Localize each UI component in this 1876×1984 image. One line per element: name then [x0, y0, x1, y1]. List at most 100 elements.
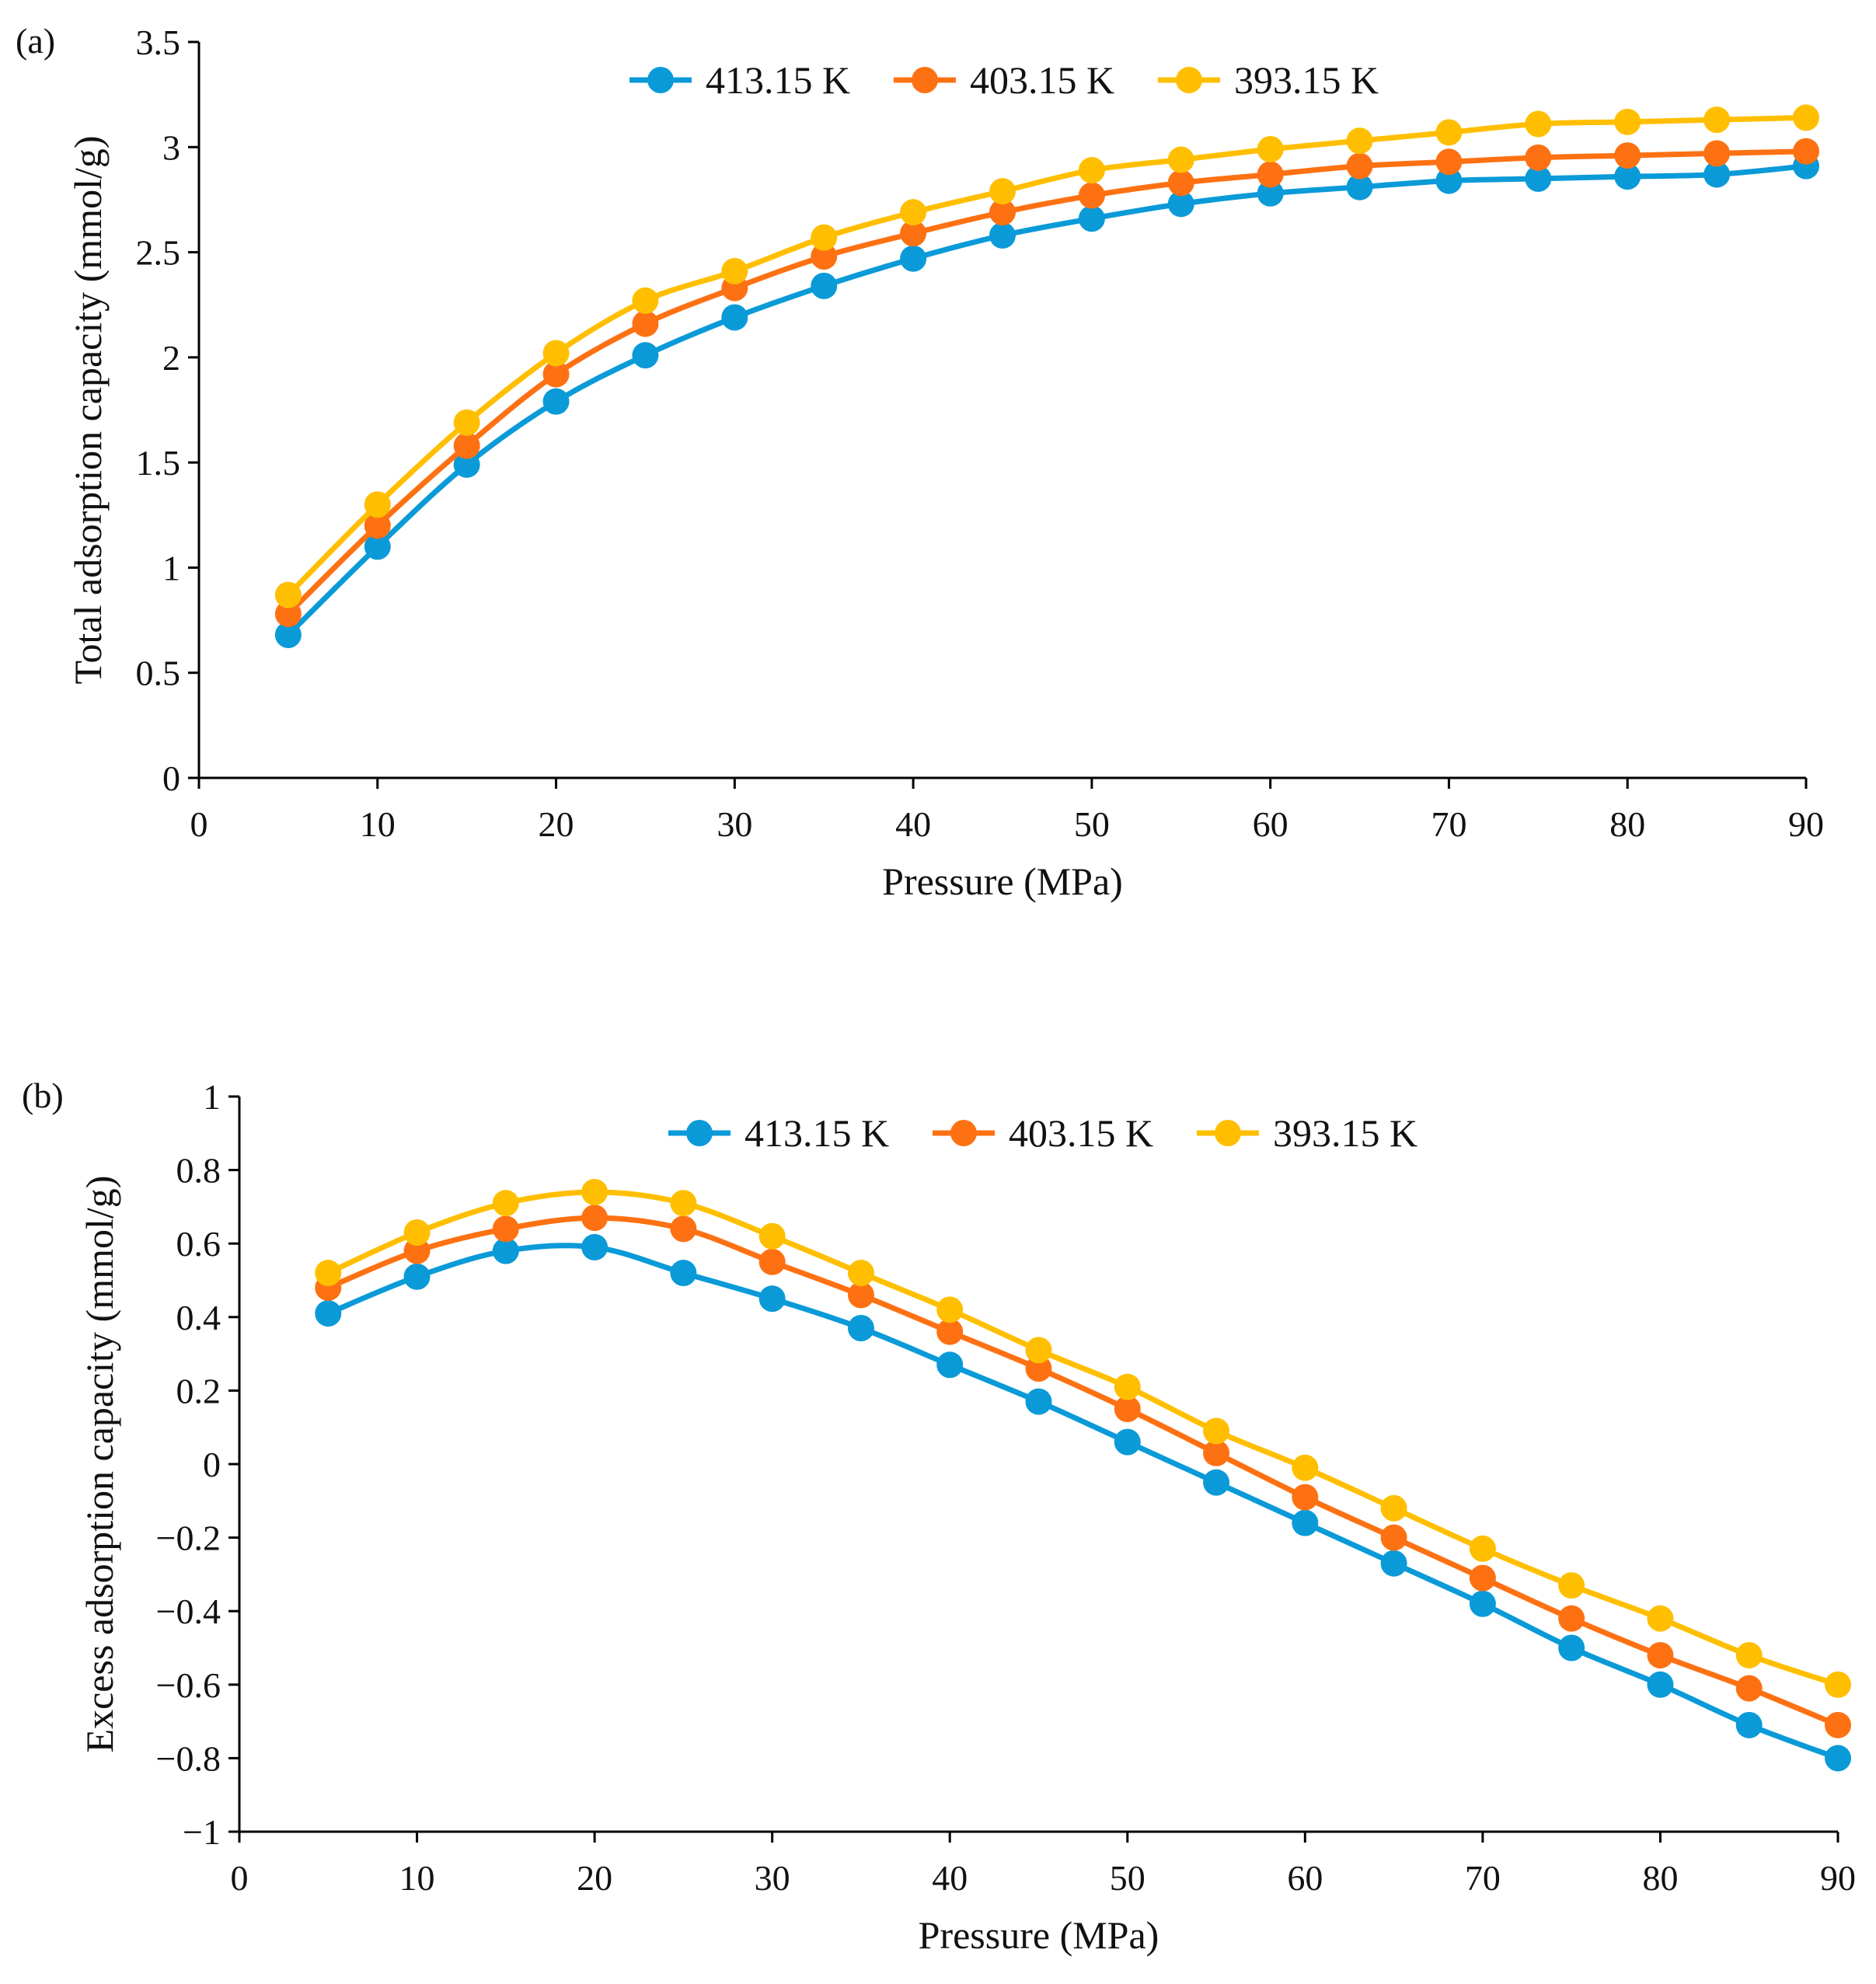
data-point [900, 199, 927, 226]
data-point [1114, 1396, 1141, 1423]
legend: 413.15 K 403.15 K 393.15 K [668, 1111, 1417, 1155]
x-tick-label: 0 [231, 1858, 249, 1898]
x-tick-label: 40 [895, 804, 931, 844]
data-point [900, 220, 927, 247]
x-axis-label: Pressure (MPa) [882, 860, 1123, 903]
data-point [936, 1318, 964, 1345]
y-tick-label: 2.5 [136, 233, 181, 273]
x-tick-label: 30 [717, 804, 752, 844]
data-point [1346, 127, 1373, 155]
data-point [1025, 1355, 1052, 1383]
legend-marker [686, 1120, 713, 1146]
y-axis-label: Excess adsorption capacity (mmol/g) [78, 1176, 121, 1753]
data-point [1614, 108, 1641, 135]
y-axis-label: Total adsorption capacity (mmol/g) [66, 135, 110, 684]
y-tick-label: 0.8 [176, 1151, 221, 1191]
data-point [1380, 1494, 1407, 1522]
data-point [1257, 135, 1284, 162]
panel-label: (b) [22, 1076, 64, 1115]
legend-label: 403.15 K [970, 58, 1114, 102]
x-tick-label: 60 [1253, 804, 1288, 844]
data-point [721, 304, 748, 331]
data-point [542, 361, 570, 388]
data-point [936, 1296, 964, 1323]
data-point [1167, 146, 1194, 173]
data-point [542, 340, 570, 367]
data-point [492, 1215, 519, 1243]
data-point [1203, 1439, 1230, 1466]
data-point [364, 533, 391, 560]
y-tick-label: −0.6 [156, 1665, 221, 1705]
legend-label: 393.15 K [1234, 58, 1379, 102]
legend-label: 393.15 K [1273, 1111, 1417, 1155]
data-point [1647, 1605, 1674, 1632]
data-point [1825, 1671, 1851, 1698]
legend-marker [1176, 67, 1202, 93]
series-line [286, 163, 1807, 637]
data-point [1825, 1711, 1851, 1738]
data-point [581, 1233, 608, 1260]
x-tick-label: 10 [360, 804, 396, 844]
data-point [1435, 119, 1463, 146]
data-point [1257, 161, 1284, 188]
series-393-15-K [274, 104, 1819, 608]
y-tick-label: 0.2 [176, 1371, 221, 1410]
data-point [721, 257, 748, 284]
data-point [1257, 180, 1284, 207]
series-393-15-K [315, 1178, 1851, 1698]
x-tick-label: 40 [932, 1858, 968, 1898]
series-413-15-K [274, 152, 1819, 649]
series-line [326, 1243, 1839, 1761]
legend-marker [1215, 1120, 1241, 1146]
x-tick-label: 20 [539, 804, 574, 844]
x-tick-label: 60 [1287, 1858, 1323, 1898]
panel-label: (a) [16, 21, 55, 61]
x-tick-label: 90 [1820, 1858, 1856, 1898]
data-point [364, 512, 391, 539]
data-point [1793, 104, 1819, 131]
y-tick-label: 1 [162, 548, 180, 588]
data-point [632, 342, 659, 369]
data-point [453, 451, 480, 478]
legend-label: 413.15 K [706, 58, 850, 102]
y-tick-label: 3 [162, 127, 180, 167]
x-axis-label: Pressure (MPa) [919, 1913, 1159, 1957]
data-point [900, 245, 927, 272]
data-point [1735, 1675, 1763, 1702]
y-tick-label: −1 [183, 1812, 221, 1852]
data-point [1735, 1711, 1763, 1738]
x-tick-label: 0 [190, 804, 208, 844]
data-point [1703, 161, 1731, 188]
data-point [1469, 1564, 1496, 1592]
data-point [847, 1281, 874, 1309]
legend: 413.15 K 403.15 K 393.15 K [629, 58, 1379, 102]
series-413-15-K [315, 1233, 1851, 1772]
data-point [989, 221, 1016, 249]
x-tick-label: 80 [1642, 1858, 1678, 1898]
y-tick-label: −0.8 [156, 1738, 221, 1778]
data-point [1525, 144, 1552, 171]
data-point [670, 1260, 697, 1287]
data-point [1025, 1388, 1052, 1415]
data-point [1380, 1550, 1407, 1577]
data-point [315, 1260, 342, 1287]
data-point [1793, 138, 1819, 165]
x-tick-label: 30 [755, 1858, 790, 1898]
data-point [1647, 1641, 1674, 1668]
x-tick-label: 70 [1431, 804, 1466, 844]
data-point [1435, 148, 1463, 176]
data-point [1078, 157, 1105, 184]
y-tick-label: 2 [162, 338, 180, 378]
data-point [453, 409, 480, 436]
chart-b-excess-adsorption: −1−0.8−0.6−0.4−0.200.20.40.60.810 10 20 30 4… [22, 1076, 1856, 1957]
data-point [1292, 1484, 1319, 1511]
data-point [1203, 1417, 1230, 1445]
y-tick-label: 1 [203, 1077, 221, 1117]
data-point [1078, 182, 1105, 209]
x-tick-label: 50 [1110, 1858, 1145, 1898]
legend-marker [950, 1120, 977, 1146]
data-point [1558, 1605, 1585, 1632]
y-tick-label: 0 [203, 1445, 221, 1484]
x-tick-label: 50 [1074, 804, 1110, 844]
chart-a-total-adsorption: 0 0.5 1 1.5 2 2.5 3 3.5 0 10 20 30 40 50 60 70 80 90 Press… [16, 21, 1824, 903]
